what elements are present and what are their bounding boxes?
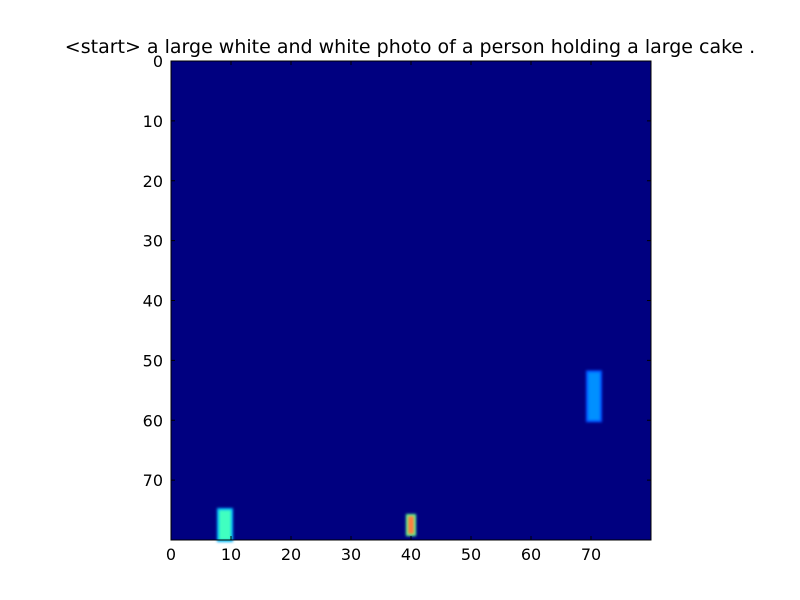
bottom-left-patch-core xyxy=(219,510,231,540)
x-axis: 0 10 20 30 40 50 60 70 xyxy=(166,61,601,564)
y-tick-label: 0 xyxy=(153,52,163,71)
bottom-center-dots-core xyxy=(408,516,414,535)
x-tick-label: 30 xyxy=(341,545,361,564)
x-tick-label: 50 xyxy=(461,545,481,564)
x-tick-label: 60 xyxy=(521,545,541,564)
right-patch-core xyxy=(588,372,600,421)
y-axis: 0 10 20 30 40 50 60 70 xyxy=(143,52,651,490)
heatmap-background xyxy=(171,61,651,540)
x-tick-label: 0 xyxy=(166,545,176,564)
bottom-left-patch xyxy=(217,508,233,542)
bottom-center-dots xyxy=(406,514,416,537)
y-tick-label: 30 xyxy=(143,232,163,251)
x-tick-label: 70 xyxy=(581,545,601,564)
y-tick-label: 10 xyxy=(143,112,163,131)
right-patch xyxy=(586,370,602,423)
y-tick-label: 20 xyxy=(143,172,163,191)
heatmap-highlights xyxy=(217,370,602,542)
x-tick-label: 10 xyxy=(221,545,241,564)
x-tick-label: 20 xyxy=(281,545,301,564)
x-tick-label: 40 xyxy=(401,545,421,564)
chart-title: <start> a large white and white photo of… xyxy=(65,36,755,58)
y-tick-label: 70 xyxy=(143,471,163,490)
y-tick-label: 40 xyxy=(143,292,163,311)
y-tick-label: 50 xyxy=(143,351,163,370)
y-tick-label: 60 xyxy=(143,411,163,430)
